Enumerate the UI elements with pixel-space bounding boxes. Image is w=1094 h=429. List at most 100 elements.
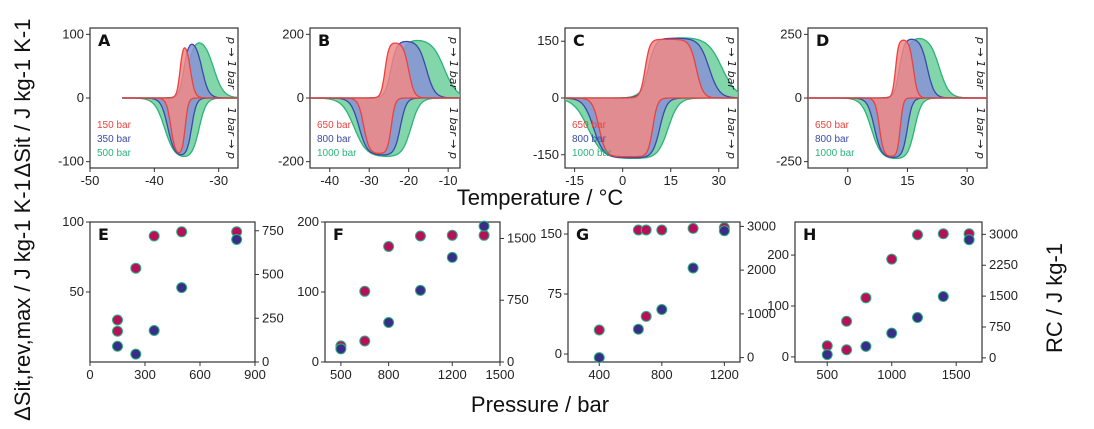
point-max	[359, 285, 371, 297]
point-max	[687, 222, 699, 234]
line-150 bar	[122, 97, 238, 154]
legend-entry: 150 bar	[97, 120, 132, 131]
y2-tick-label: 750	[262, 223, 284, 238]
point-rc	[821, 349, 833, 361]
bottom-y-left-label: ΔSit,rev,max / J kg-1 K-1	[10, 179, 35, 421]
arrow-down-label: 1 bar → p	[725, 107, 738, 159]
point-max	[912, 229, 924, 241]
arrow-up-label: p → 1 bar	[447, 36, 460, 90]
line-650 bar	[808, 97, 987, 157]
area-150 bar	[122, 98, 238, 153]
point-rc	[593, 352, 605, 364]
area-650 bar	[565, 98, 738, 157]
arrow-down-label: 1 bar → p	[225, 107, 238, 159]
y-tick-label: 150	[540, 226, 562, 241]
x-tick-label: 30	[712, 173, 726, 188]
point-max	[841, 315, 853, 327]
y2-tick-label: 0	[747, 350, 754, 365]
point-max	[937, 228, 949, 240]
point-max	[112, 325, 123, 337]
y2-tick-label: 500	[262, 267, 284, 282]
y2-tick-label: 2250	[989, 257, 1018, 272]
point-rc	[231, 234, 243, 245]
point-max	[593, 324, 605, 336]
point-rc	[687, 262, 699, 274]
top-y-label: ΔSit / J kg-1 K-1	[10, 19, 35, 178]
x-tick-label: 0	[844, 173, 851, 188]
y-tick-label: 0	[312, 354, 319, 369]
y2-tick-label: 1500	[507, 230, 536, 245]
x-tick-label: 600	[189, 367, 211, 382]
point-max	[383, 241, 395, 252]
point-rc	[963, 234, 975, 246]
x-tick-label: 800	[651, 367, 673, 382]
x-tick-label: 1000	[877, 367, 906, 382]
y-tick-label: 200	[297, 214, 319, 229]
y2-tick-label: 750	[507, 292, 529, 307]
line-650 bar	[565, 97, 738, 158]
panel-label: F	[333, 225, 344, 244]
point-max	[176, 226, 188, 238]
legend-entry: 800 bar	[572, 134, 607, 145]
arrow-down-label: 1 bar → p	[974, 107, 987, 159]
y-tick-label: 0	[555, 346, 562, 361]
top-x-label: Temperature / °C	[457, 185, 624, 210]
point-max	[148, 230, 160, 242]
x-tick-label: -10	[439, 173, 458, 188]
x-tick-label: 1200	[710, 367, 739, 382]
legend-entry: 800 bar	[815, 134, 850, 145]
y-tick-label: 100	[767, 298, 789, 313]
y-tick-label: 100	[297, 284, 319, 299]
legend-entry: 1000 bar	[572, 148, 612, 159]
y-tick-label: 0	[782, 349, 789, 364]
x-tick-label: 30	[960, 173, 974, 188]
x-tick-label: 1200	[438, 367, 467, 382]
y-tick-label: 50	[70, 284, 84, 299]
panel-H-axes	[794, 221, 983, 363]
bottom-y-right-label: RC / J kg-1	[1042, 243, 1067, 353]
line-650 bar	[565, 38, 738, 99]
panel-label: G	[576, 225, 589, 244]
x-tick-label: -15	[565, 173, 584, 188]
y-tick-label: -100	[58, 154, 84, 169]
y-tick-label: 0	[552, 90, 559, 105]
point-max	[478, 229, 490, 241]
y-tick-label: 0	[77, 90, 84, 105]
arrow-down-label: 1 bar → p	[447, 107, 460, 159]
panel-E-axes	[89, 221, 256, 363]
x-tick-label: -50	[81, 173, 100, 188]
point-rc	[718, 225, 730, 237]
y-tick-label: 0	[795, 90, 802, 105]
panel-label: E	[98, 225, 109, 244]
legend-entry: 350 bar	[97, 134, 132, 145]
y-tick-label: -150	[533, 147, 559, 162]
legend-entry: 650 bar	[815, 120, 850, 131]
area-1000 bar	[808, 38, 987, 98]
x-tick-label: 800	[378, 367, 400, 382]
point-rc	[912, 312, 924, 324]
point-rc	[656, 304, 668, 315]
x-tick-label: -20	[399, 173, 418, 188]
bottom-x-label: Pressure / bar	[471, 392, 609, 417]
point-rc	[112, 340, 123, 352]
point-rc	[383, 316, 395, 328]
panel-label: A	[98, 31, 111, 50]
point-rc	[414, 284, 426, 296]
x-tick-label: -40	[145, 173, 164, 188]
y-tick-label: 250	[780, 26, 802, 41]
point-max	[414, 230, 426, 242]
y2-tick-label: 0	[507, 354, 514, 369]
x-tick-label: -30	[209, 173, 228, 188]
point-rc	[478, 220, 490, 232]
point-max	[640, 310, 652, 322]
legend-entry: 500 bar	[97, 148, 132, 159]
legend-entry: 650 bar	[572, 120, 607, 131]
x-tick-label: 1500	[942, 367, 971, 382]
panel-label: C	[573, 31, 585, 50]
y2-tick-label: 2000	[747, 262, 776, 277]
y2-tick-label: 3000	[989, 226, 1018, 241]
legend-entry: 800 bar	[317, 134, 352, 145]
y-tick-label: -200	[278, 154, 304, 169]
point-max	[359, 335, 371, 347]
point-rc	[148, 325, 160, 336]
